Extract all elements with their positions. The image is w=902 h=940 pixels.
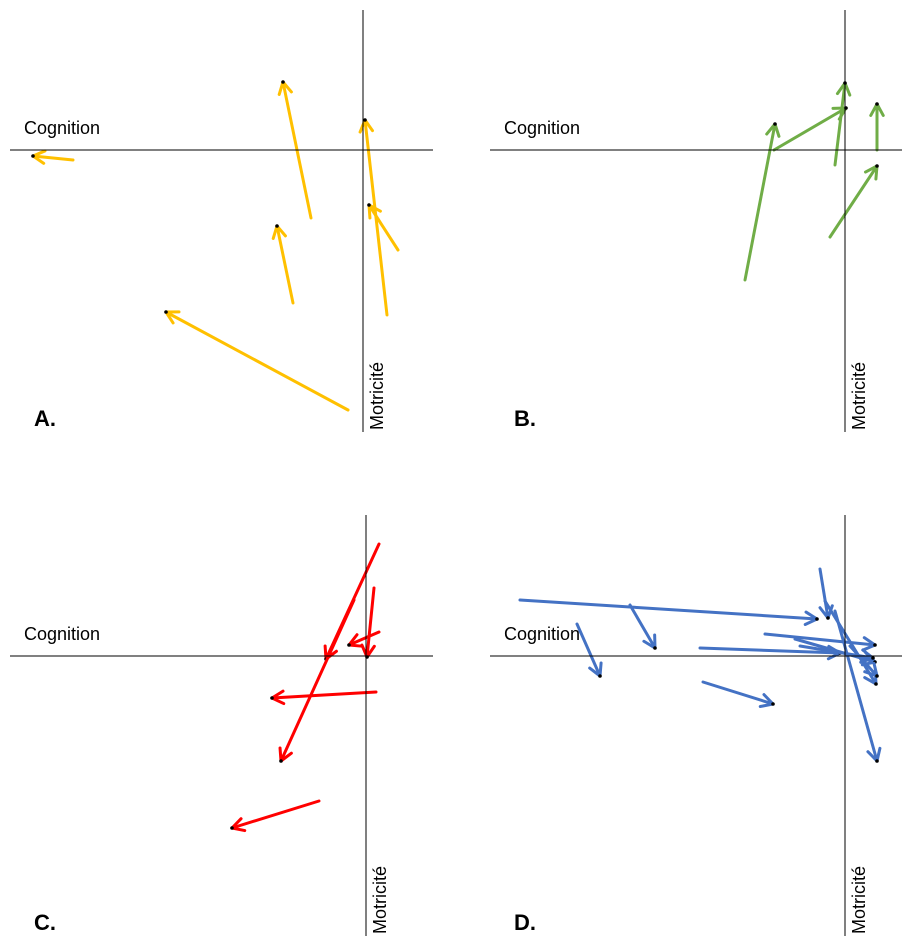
- vector-arrow: [628, 603, 657, 650]
- vector-arrow: [230, 799, 321, 833]
- end-point: [773, 122, 777, 126]
- arrow-shaft: [365, 586, 376, 659]
- panel-letter: A.: [34, 406, 56, 431]
- arrow-shaft: [848, 644, 879, 678]
- cognition-axis-label: Cognition: [504, 624, 580, 644]
- arrow-shaft: [367, 203, 400, 252]
- end-point: [874, 682, 878, 686]
- end-point: [873, 643, 877, 647]
- vector-arrow: [575, 622, 603, 678]
- arrow-shaft: [823, 599, 878, 686]
- vector-arrow: [270, 689, 378, 706]
- end-point: [598, 674, 602, 678]
- end-point: [875, 674, 879, 678]
- cognition-axis-label: Cognition: [504, 118, 580, 138]
- end-point: [367, 203, 371, 207]
- end-point: [275, 224, 279, 228]
- arrow-shaft: [772, 106, 848, 152]
- end-point: [270, 696, 274, 700]
- arrow-shaft: [818, 567, 830, 620]
- end-point: [281, 80, 285, 84]
- arrow-shaft: [275, 224, 295, 305]
- arrow-shaft: [164, 310, 350, 412]
- arrow-shaft: [363, 118, 389, 317]
- vector-arrow: [31, 149, 75, 165]
- cognition-axis-label: Cognition: [24, 624, 100, 644]
- vector-arrow: [367, 203, 400, 252]
- vector-arrow: [763, 632, 877, 652]
- arrow-shaft: [575, 622, 602, 678]
- vector-arrow: [271, 224, 295, 305]
- end-point: [815, 617, 819, 621]
- end-point: [871, 656, 875, 660]
- arrow-shaft: [347, 630, 381, 647]
- motricite-axis-label: Motricité: [367, 362, 387, 430]
- vector-arrow: [358, 118, 389, 317]
- end-point: [653, 646, 657, 650]
- panel-b: Cognition Motricité B.: [490, 10, 902, 432]
- arrow-shaft: [230, 799, 321, 830]
- panel-letter: C.: [34, 910, 56, 935]
- vector-arrow: [743, 122, 781, 282]
- end-point: [875, 164, 879, 168]
- end-point: [279, 759, 283, 763]
- vector-arrow: [518, 598, 819, 626]
- arrow-shaft: [743, 122, 777, 282]
- vector-arrow: [869, 102, 885, 152]
- arrow-shaft: [698, 646, 842, 655]
- vector-arrow: [164, 310, 350, 412]
- end-point: [164, 310, 168, 314]
- panel-d: Cognition Motricité D.: [490, 515, 902, 936]
- end-point: [230, 826, 234, 830]
- cognition-axis-label: Cognition: [24, 118, 100, 138]
- end-point: [347, 643, 351, 647]
- panel-a: Cognition Motricité A.: [10, 10, 433, 432]
- vector-arrow: [833, 609, 882, 763]
- vector-arrow: [833, 81, 852, 167]
- end-point: [875, 102, 879, 106]
- end-point: [826, 616, 830, 620]
- motricite-axis-label: Motricité: [849, 362, 869, 430]
- arrow-shaft: [763, 632, 877, 647]
- arrow-shaft: [628, 603, 657, 650]
- vector-arrow: [277, 80, 313, 220]
- panel-letter: B.: [514, 406, 536, 431]
- vector-arrow: [360, 586, 376, 659]
- arrow-shaft: [833, 609, 879, 763]
- arrow-shaft: [828, 164, 879, 239]
- vector-arrow: [848, 644, 879, 678]
- end-point: [771, 702, 775, 706]
- arrow-shaft: [833, 81, 847, 167]
- arrow-shaft: [701, 680, 775, 706]
- vector-arrow: [347, 630, 381, 648]
- motricite-axis-label: Motricité: [370, 866, 390, 934]
- arrow-shaft: [31, 154, 75, 162]
- end-point: [31, 154, 35, 158]
- arrow-shaft: [279, 598, 356, 763]
- panel-letter: D.: [514, 910, 536, 935]
- end-point: [875, 759, 879, 763]
- vector-arrow: [701, 680, 775, 709]
- vector-arrow: [278, 598, 356, 763]
- panel-c: Cognition Motricité C.: [10, 515, 433, 936]
- arrow-shaft: [270, 690, 378, 700]
- motricite-axis-label: Motricité: [849, 866, 869, 934]
- vector-arrow: [828, 164, 879, 239]
- arrow-shaft: [518, 598, 819, 621]
- end-point: [363, 118, 367, 122]
